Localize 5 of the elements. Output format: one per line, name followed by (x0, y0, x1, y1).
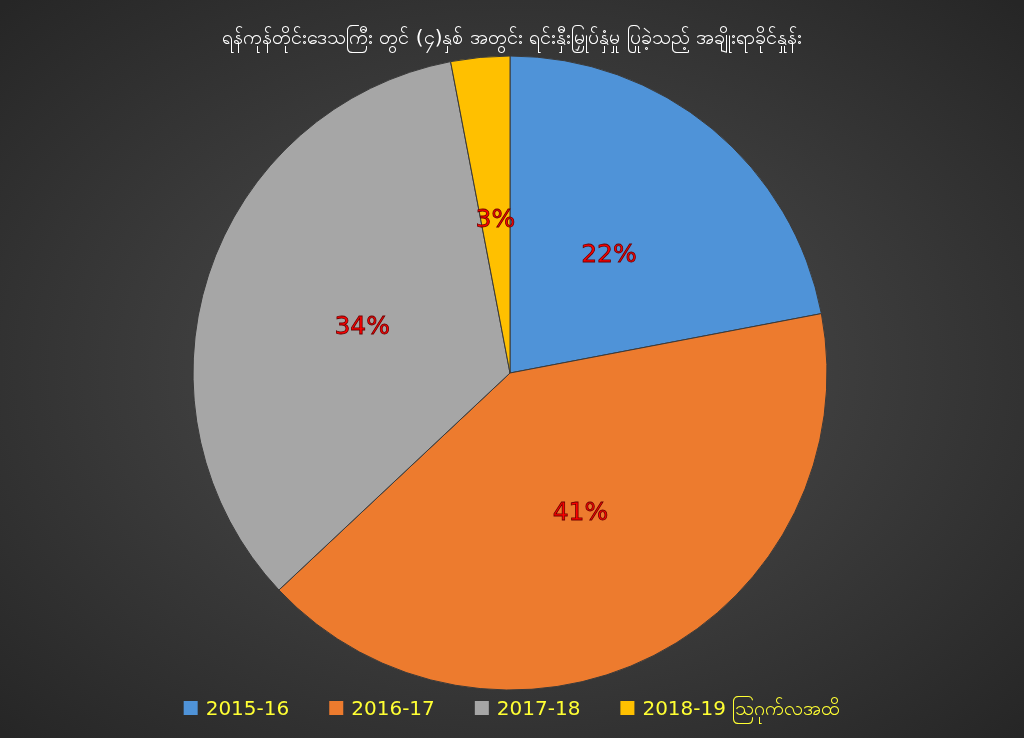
slice-label: 2016-17 (351, 696, 435, 720)
legend-label: 2015-16 (205, 696, 290, 720)
chart-title: ရန်ကုန်တိုင်းဒေသကြီး တွင် (၄)နှစ် အတွင်း ရင်းနှီးမြှုပ်နှံမှု ပြုခဲ့သည့် အချိုးရာခိုင်နှုန်း (222, 25, 802, 53)
legend-label: 2018-19 ဩဂုက်လအထိ (642, 696, 841, 724)
legend-label: 2017-18 (496, 696, 581, 720)
